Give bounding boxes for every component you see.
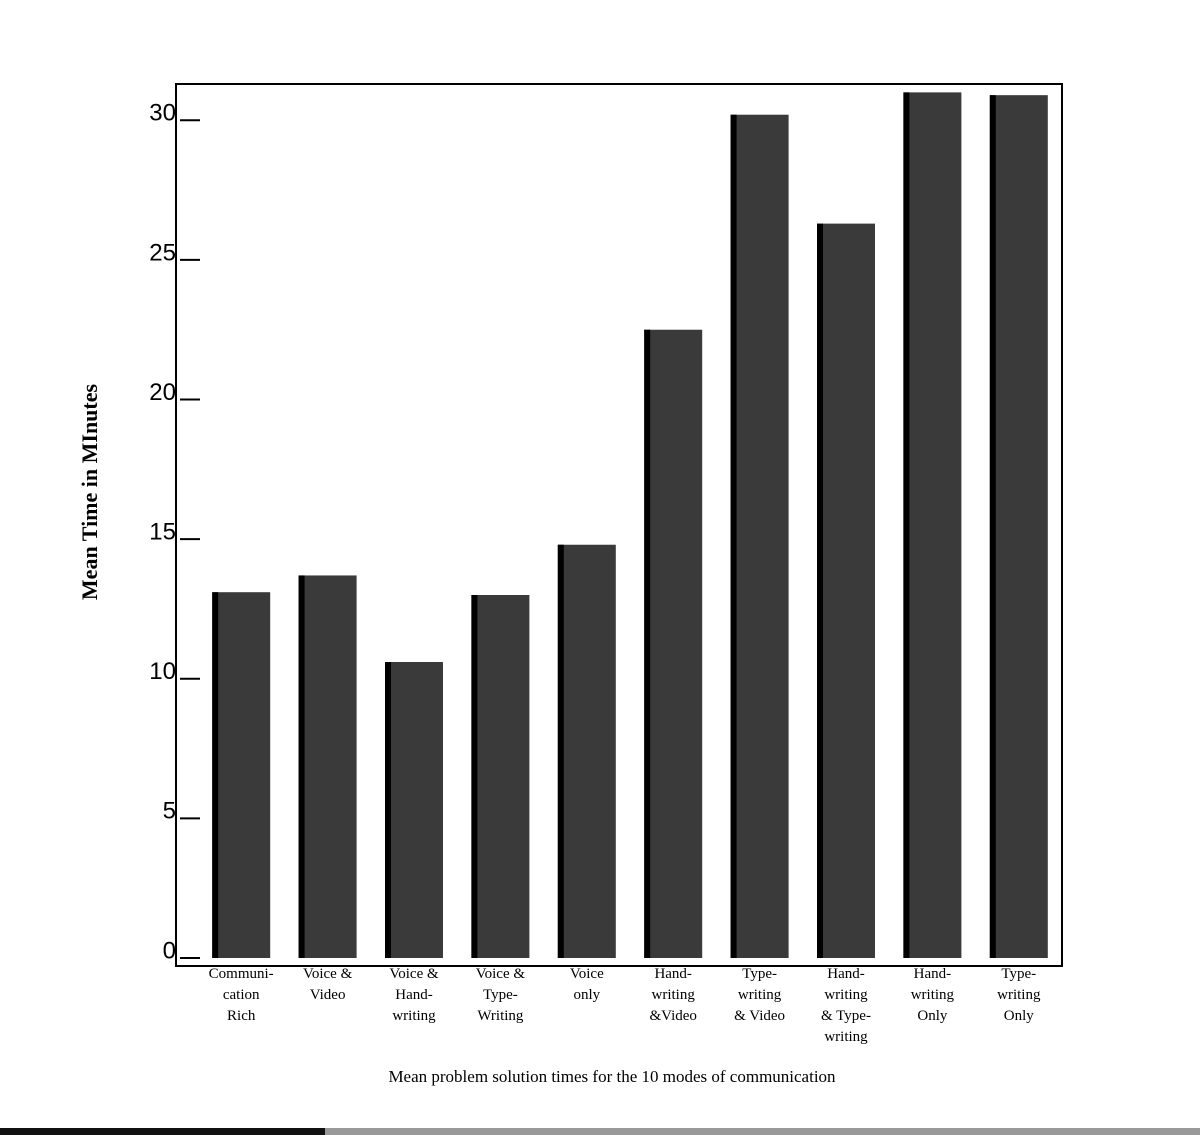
bar-edge xyxy=(817,223,823,959)
bar xyxy=(817,223,875,959)
bar-edge xyxy=(644,329,651,959)
bar xyxy=(471,594,530,958)
x-tick-label: Voice & Hand- writing xyxy=(389,966,439,1024)
bar xyxy=(644,329,703,959)
bar-edge xyxy=(557,544,564,958)
y-tick-label: 25 xyxy=(149,239,176,266)
bar xyxy=(557,544,616,958)
bar xyxy=(903,92,962,958)
bar-edge xyxy=(903,92,910,958)
bar-edge xyxy=(385,662,391,958)
bar-edge xyxy=(471,594,478,958)
chart-title: Mean problem solution times for the 10 m… xyxy=(388,1067,836,1086)
x-tick-label: Type- writing Only xyxy=(997,966,1041,1024)
bar-edge xyxy=(730,114,737,959)
y-tick-label: 30 xyxy=(149,100,176,127)
bar xyxy=(989,95,1048,959)
bar xyxy=(212,592,271,958)
plot-frame xyxy=(175,83,1063,967)
bar xyxy=(385,662,443,958)
bar-edge xyxy=(989,95,996,959)
bar xyxy=(730,114,789,959)
x-tick-label: Hand- writing Only xyxy=(910,966,955,1024)
x-tick-label: Type- writing & Video xyxy=(734,966,786,1024)
y-axis-label: Mean Time in MInutes xyxy=(77,383,102,600)
x-tick-label: Communi- cation Rich xyxy=(208,966,274,1024)
scan-edge xyxy=(0,1128,325,1135)
scan-edge xyxy=(325,1128,1200,1135)
y-tick-label: 15 xyxy=(149,518,176,545)
x-tick-label: Voice & Video xyxy=(302,966,353,1003)
y-tick-label: 10 xyxy=(149,658,176,685)
y-tick-label: 5 xyxy=(163,798,176,825)
y-tick-label: 0 xyxy=(163,937,176,964)
x-tick-label: Hand- writing & Type- writing xyxy=(821,966,871,1045)
y-tick-label: 20 xyxy=(149,379,176,406)
bar-edge xyxy=(298,575,305,958)
x-tick-label: Hand- writing &Video xyxy=(649,966,697,1024)
bar-edge xyxy=(212,592,219,958)
x-tick-label: Voice only xyxy=(569,966,604,1003)
bar xyxy=(298,575,357,958)
x-tick-label: Voice & Type- Writing xyxy=(475,966,526,1024)
